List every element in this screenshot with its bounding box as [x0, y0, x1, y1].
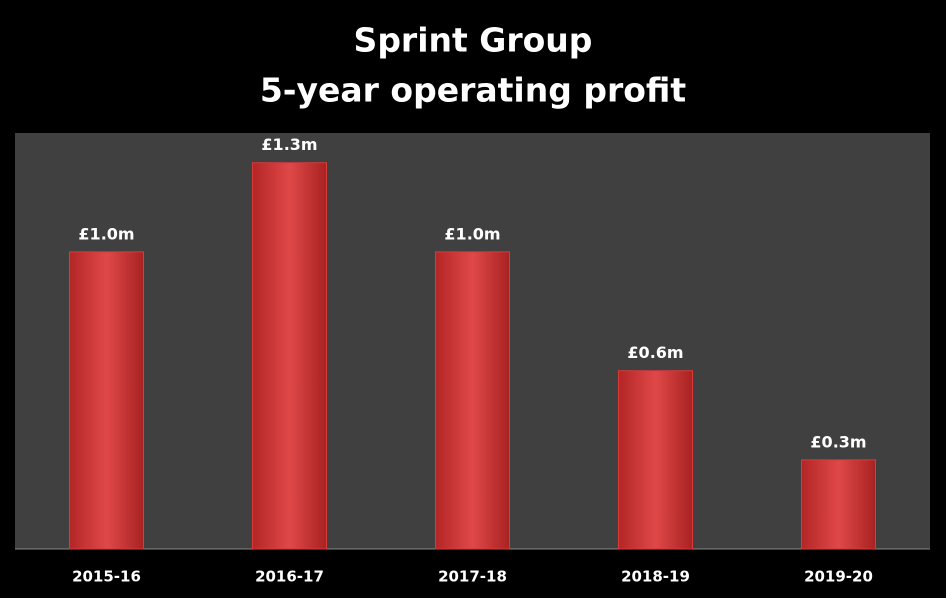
x-tick-label: 2015-16	[72, 568, 141, 586]
chart-subtitle: 5-year operating profit	[260, 71, 687, 110]
bar	[618, 370, 693, 550]
bar	[69, 251, 144, 550]
x-tick-label: 2017-18	[438, 568, 507, 586]
value-label: £0.6m	[627, 343, 683, 362]
x-tick-label: 2016-17	[255, 568, 324, 586]
value-label: £1.3m	[261, 135, 317, 154]
value-label: £1.0m	[78, 224, 134, 243]
chart-title: Sprint Group	[354, 21, 593, 60]
bar	[252, 162, 327, 550]
value-label: £1.0m	[444, 224, 500, 243]
x-tick-label: 2018-19	[621, 568, 690, 586]
value-label: £0.3m	[810, 432, 866, 451]
bar	[801, 459, 876, 550]
x-tick-label: 2019-20	[804, 568, 873, 586]
bar	[435, 251, 510, 550]
